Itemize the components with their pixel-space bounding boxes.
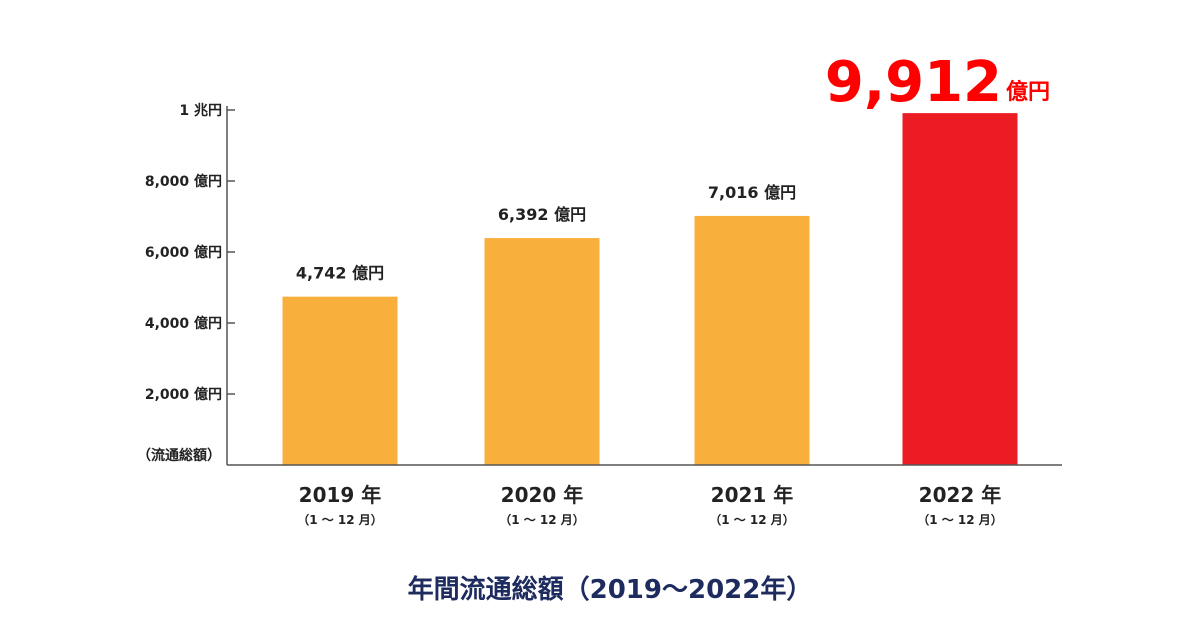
- x-tick-label: 2020 年: [501, 483, 584, 507]
- y-tick-label: 2,000 億円: [145, 386, 222, 403]
- bars: 4,742 億円 6,392 億円 7,016 億円 9,912 億円: [282, 50, 1050, 466]
- y-tick-label: 6,000 億円: [145, 244, 222, 261]
- value-unit-highlight: 億円: [1006, 79, 1050, 105]
- x-tick-sublabel: （1 〜 12 月）: [297, 512, 383, 527]
- y-tick-label: 1 兆円: [179, 103, 222, 119]
- x-axis: 2019 年 （1 〜 12 月） 2020 年 （1 〜 12 月） 2021 年 （1…: [227, 464, 1062, 527]
- value-label: 7,016 億円: [708, 183, 796, 202]
- bar-2021: [694, 215, 810, 465]
- y-axis-label: （流通総額）: [137, 447, 221, 464]
- bar-2022: [902, 113, 1018, 466]
- chart-title: 年間流通総額（2019〜2022年）: [408, 574, 813, 605]
- x-tick-label: 2022 年: [919, 483, 1002, 507]
- x-tick-label: 2021 年: [711, 483, 794, 507]
- x-tick-sublabel: （1 〜 12 月）: [709, 512, 795, 527]
- y-tick-label: 4,000 億円: [145, 315, 222, 332]
- y-axis: 2,000 億円 4,000 億円 6,000 億円 8,000 億円 1 兆円: [145, 103, 235, 465]
- x-tick-sublabel: （1 〜 12 月）: [499, 512, 585, 527]
- bar-2019: [282, 296, 398, 465]
- value-label-highlight: 9,912: [825, 50, 1002, 115]
- bar-2020: [484, 238, 600, 465]
- value-label: 4,742 億円: [296, 264, 384, 283]
- value-label: 6,392 億円: [498, 205, 586, 224]
- y-tick-label: 8,000 億円: [145, 173, 222, 190]
- x-tick-sublabel: （1 〜 12 月）: [917, 512, 1003, 527]
- x-tick-label: 2019 年: [299, 483, 382, 507]
